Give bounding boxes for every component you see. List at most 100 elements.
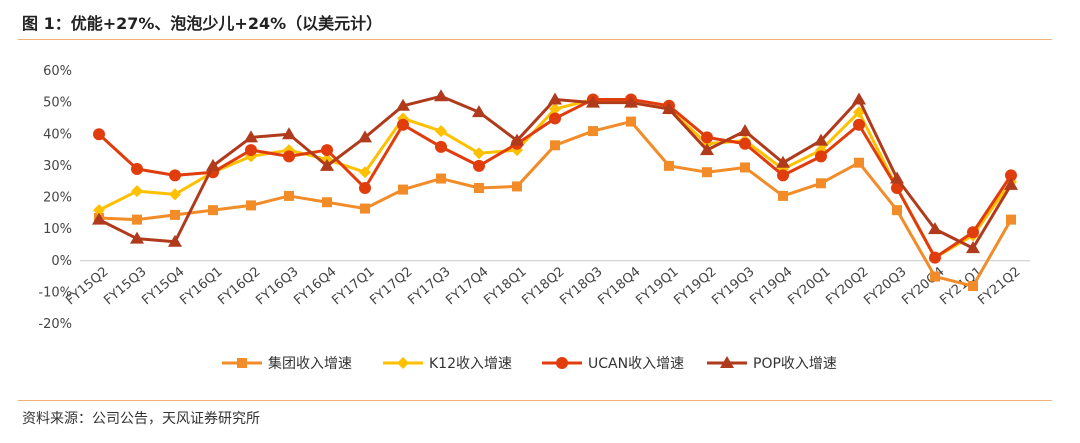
data-point — [929, 251, 941, 264]
data-point — [776, 155, 790, 168]
data-point — [739, 137, 751, 150]
data-point — [435, 125, 447, 138]
legend-label: 集团收入增速 — [268, 355, 352, 372]
data-point — [436, 173, 446, 184]
data-point — [968, 281, 978, 292]
data-point — [321, 144, 333, 157]
data-point — [548, 92, 562, 105]
y-tick-label: 60% — [43, 64, 72, 79]
data-point — [890, 171, 904, 184]
legend-item: K12收入增速 — [383, 356, 512, 372]
source-note: 资料来源：公司公告，天风证券研究所 — [22, 411, 260, 427]
data-point — [892, 205, 902, 216]
data-point — [397, 118, 409, 131]
data-point — [586, 95, 600, 108]
data-point — [814, 133, 828, 146]
data-point — [1004, 177, 1018, 190]
data-point — [320, 158, 334, 171]
data-point — [131, 163, 143, 176]
data-point — [930, 271, 940, 282]
data-point — [778, 190, 788, 201]
data-point — [472, 105, 486, 118]
data-point — [93, 204, 105, 217]
data-point — [738, 124, 752, 137]
data-point — [928, 222, 942, 235]
data-point — [169, 169, 181, 182]
data-point — [550, 140, 560, 151]
data-point — [549, 102, 561, 115]
data-point — [244, 130, 258, 143]
data-point — [398, 184, 408, 195]
legend-marker — [397, 357, 409, 369]
data-point — [474, 183, 484, 194]
data-point — [360, 203, 370, 214]
data-point — [854, 157, 864, 168]
data-point — [132, 214, 142, 225]
data-point — [967, 226, 979, 239]
data-point — [359, 182, 371, 195]
data-point — [246, 200, 256, 211]
data-point — [740, 162, 750, 173]
data-point — [966, 241, 980, 254]
data-point — [549, 112, 561, 125]
y-tick-label: 10% — [43, 222, 72, 237]
data-point — [473, 147, 485, 160]
legend: 集团收入增速 K12收入增速 UCAN收入增速 POP收入增速 — [222, 355, 837, 372]
series-3 — [93, 93, 1017, 264]
y-tick-label: 30% — [43, 159, 72, 174]
legend-marker — [720, 356, 734, 368]
legend-label: UCAN收入增速 — [588, 356, 684, 372]
data-point — [283, 150, 295, 163]
legend-item: POP收入增速 — [707, 356, 837, 372]
data-point — [245, 144, 257, 157]
legend-label: K12收入增速 — [429, 356, 512, 372]
data-point — [358, 130, 372, 143]
top-divider — [18, 39, 1052, 40]
data-point — [816, 178, 826, 189]
y-axis: -20% -10% 0% 10% 20% 30% 40% 50% 60% — [38, 64, 72, 332]
series-4 — [92, 89, 1018, 254]
y-tick-label: 0% — [51, 254, 72, 269]
data-point — [168, 234, 182, 247]
data-point — [435, 140, 447, 153]
data-point — [853, 118, 865, 131]
data-point — [852, 92, 866, 105]
data-point — [130, 231, 144, 244]
data-point — [170, 209, 180, 220]
y-tick-label: 20% — [43, 191, 72, 206]
data-point — [396, 98, 410, 111]
x-axis: FY15Q2FY15Q3FY15Q4FY16Q1FY16Q2FY16Q3FY16… — [63, 264, 1023, 308]
bottom-divider — [18, 400, 1052, 401]
data-point — [473, 159, 485, 172]
legend-item: UCAN收入增速 — [542, 356, 684, 372]
data-point — [815, 150, 827, 163]
data-point — [92, 212, 106, 225]
data-point — [131, 185, 143, 198]
data-point — [702, 167, 712, 178]
y-tick-label: 50% — [43, 96, 72, 111]
data-point — [284, 190, 294, 201]
data-point — [626, 116, 636, 127]
data-point — [700, 143, 714, 156]
data-point — [282, 127, 296, 140]
data-point — [662, 101, 676, 114]
data-point — [777, 169, 789, 182]
y-tick-label: -20% — [38, 317, 72, 332]
legend-marker — [237, 358, 247, 368]
data-point — [93, 128, 105, 141]
data-point — [434, 89, 448, 102]
legend-label: POP收入增速 — [753, 356, 837, 372]
data-point — [208, 205, 218, 216]
data-point — [624, 95, 638, 108]
data-point — [701, 131, 713, 144]
data-point — [588, 126, 598, 137]
figure-title: 图 1：优能+27%、泡泡少儿+24%（以美元计） — [22, 14, 383, 33]
y-tick-label: -10% — [38, 285, 72, 300]
data-point — [1006, 214, 1016, 225]
data-point — [510, 133, 524, 146]
legend-marker — [556, 357, 568, 369]
data-point — [359, 166, 371, 179]
data-point — [512, 181, 522, 192]
